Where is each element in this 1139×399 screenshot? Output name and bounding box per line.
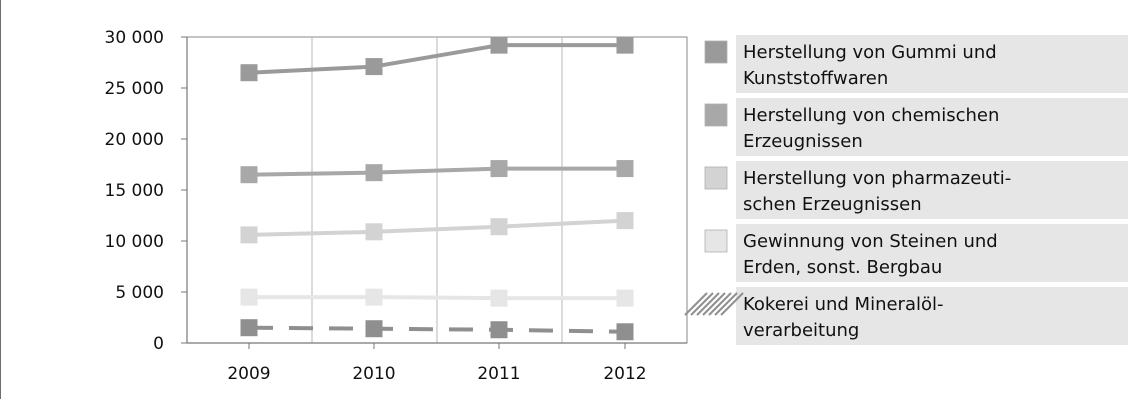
legend-swatch-hatch-5-18 xyxy=(702,292,726,316)
series-3-point-4 xyxy=(616,212,634,230)
series-5-point-3 xyxy=(490,321,508,339)
y-tick-label-5: 25 000 xyxy=(105,79,164,99)
legend-swatch-hatch-5-24 xyxy=(708,292,732,316)
series-4-point-3 xyxy=(490,289,508,307)
legend-item-5-background xyxy=(736,287,1128,345)
x-tick-label-1: 2010 xyxy=(352,364,395,384)
legend: Herstellung von Gummi und Kunststoffwaren… xyxy=(684,35,1128,345)
legend-swatch-hatch-5-36 xyxy=(720,292,744,316)
legend-label-4-line-2: Erden, sonst. Bergbau xyxy=(743,257,942,278)
legend-label-5-line-1: Kokerei und Mineralöl- xyxy=(743,294,944,315)
x-tick-label-3: 2012 xyxy=(603,364,646,384)
y-tick-label-4: 20 000 xyxy=(105,130,164,150)
legend-label-5-line-2: verarbeitung xyxy=(743,320,859,341)
series-5-point-2 xyxy=(365,320,383,338)
legend-swatch-hatch-5-0 xyxy=(684,292,708,316)
series-5-line xyxy=(248,325,626,334)
y-tick-label-6: 30 000 xyxy=(105,28,164,48)
legend-swatch-1 xyxy=(704,40,728,64)
series-3-point-2 xyxy=(365,223,383,241)
y-tick-label-2: 10 000 xyxy=(105,232,164,252)
series-5-point-1 xyxy=(240,319,258,337)
y-tick-label-1: 5 000 xyxy=(115,283,164,303)
series-4-point-4 xyxy=(616,289,634,307)
legend-label-1-line-1: Herstellung von Gummi und xyxy=(743,42,997,63)
grid-lines xyxy=(311,37,563,343)
y-tick-label-0: 0 xyxy=(153,334,164,354)
series-2-line xyxy=(248,166,625,177)
legend-swatch-hatch-5-12 xyxy=(696,292,720,316)
legend-swatch-3 xyxy=(704,166,728,190)
legend-item-1-background xyxy=(736,35,1128,93)
axes: 0 5 000 10 000 15 000 20 000 25 000 30 000 2009… xyxy=(105,28,687,384)
series-3-point-1 xyxy=(240,226,258,244)
series-3-line xyxy=(248,218,626,237)
legend-swatch-5 xyxy=(684,292,744,316)
legend-item-4-background xyxy=(736,224,1128,282)
series-1-line xyxy=(248,43,625,75)
x-tick-label-2: 2011 xyxy=(477,364,520,384)
series-1-point-1 xyxy=(240,64,258,82)
legend-label-3-line-1: Herstellung von pharmazeuti- xyxy=(743,168,1011,189)
legend-label-1-line-2: Kunststoffwaren xyxy=(743,68,888,89)
y-tick-label-3: 15 000 xyxy=(105,181,164,201)
series-2-point-3 xyxy=(490,160,508,178)
series-2-point-1 xyxy=(240,166,258,184)
legend-item-2-background xyxy=(736,98,1128,156)
series-1-point-4 xyxy=(616,36,634,54)
series-3-point-3 xyxy=(490,218,508,236)
series-layer xyxy=(240,36,634,341)
series-1-point-2 xyxy=(365,58,383,76)
series-1-point-3 xyxy=(490,36,508,54)
series-5-point-4 xyxy=(616,323,634,341)
legend-label-4-line-1: Gewinnung von Steinen und xyxy=(743,231,998,252)
legend-swatch-hatch-5-30 xyxy=(714,292,738,316)
legend-item-3-background xyxy=(736,161,1128,219)
series-2-point-2 xyxy=(365,164,383,182)
legend-swatch-2 xyxy=(704,103,728,127)
series-2-point-4 xyxy=(616,160,634,178)
legend-swatch-hatch-5-6 xyxy=(690,292,714,316)
legend-label-3-line-2: schen Erzeugnissen xyxy=(743,194,922,215)
legend-label-2-line-1: Herstellung von chemischen xyxy=(743,105,999,126)
legend-label-2-line-2: Erzeugnissen xyxy=(743,131,863,152)
series-4-point-1 xyxy=(240,288,258,306)
legend-swatch-4 xyxy=(704,229,728,253)
x-tick-label-0: 2009 xyxy=(227,364,270,384)
series-4-point-2 xyxy=(365,288,383,306)
series-4-line xyxy=(249,295,625,301)
